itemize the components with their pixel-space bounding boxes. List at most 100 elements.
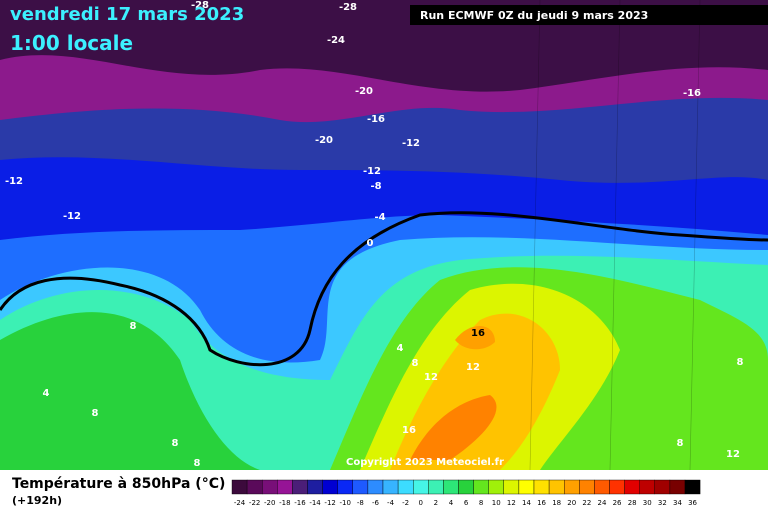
scale-swatch — [246, 479, 263, 495]
scale-label: -10 — [340, 499, 351, 507]
scale-swatch — [594, 479, 610, 495]
contour-label: 4 — [43, 388, 50, 399]
scale-swatch — [518, 479, 535, 495]
scale-label: 16 — [537, 499, 546, 507]
contour-label: 8 — [172, 438, 179, 449]
scale-swatch — [382, 479, 399, 495]
scale-swatch — [277, 479, 293, 495]
contour-label: 8 — [677, 438, 684, 449]
contour-label: -20 — [355, 86, 373, 97]
scale-label: 36 — [688, 499, 697, 507]
contour-label: 4 — [397, 343, 404, 354]
scale-label: 28 — [628, 499, 637, 507]
scale-label: -4 — [387, 499, 395, 507]
scale-swatch — [624, 479, 640, 495]
scale-label: 34 — [673, 499, 682, 507]
scale-label: 22 — [582, 499, 591, 507]
scale-swatch — [654, 479, 671, 495]
scale-swatch — [609, 479, 625, 495]
scale-label: -18 — [279, 499, 290, 507]
contour-labels: -28 -28 -24 -20 -16 -16 -20 -12 -12 -8 -… — [5, 0, 744, 469]
scale-swatch — [352, 479, 369, 495]
run-info: Run ECMWF 0Z du jeudi 9 mars 2023 — [420, 9, 648, 22]
contour-label: -8 — [370, 181, 381, 192]
scale-swatch — [307, 479, 323, 495]
scale-swatch — [262, 479, 278, 495]
scale-swatch — [367, 479, 384, 495]
scale-label: 32 — [658, 499, 667, 507]
forecast-time: 1:00 locale — [10, 31, 133, 55]
contour-label: -12 — [402, 138, 420, 149]
scale-label: 8 — [479, 499, 483, 507]
scale-label: -16 — [294, 499, 306, 507]
contour-label: -24 — [327, 35, 345, 46]
contour-label: 8 — [130, 321, 137, 332]
color-scale: -24 -22 -20 -18 -16 -14 -12 -10 -8 -6 -4 -2 0 2 4 6 8 10 1… — [231, 479, 701, 507]
contour-label: -16 — [683, 88, 701, 99]
scale-label: 30 — [643, 499, 652, 507]
scale-swatch — [337, 479, 354, 495]
contour-label: -16 — [367, 114, 385, 125]
legend-title: Température à 850hPa (°C) — [12, 476, 225, 492]
contour-label: -28 — [339, 2, 357, 13]
contour-label: 12 — [726, 449, 740, 460]
scale-label: -24 — [234, 499, 246, 507]
scale-label: 4 — [449, 499, 454, 507]
scale-swatch — [579, 479, 595, 495]
scale-label: -14 — [309, 499, 321, 507]
contour-label: -12 — [363, 166, 381, 177]
scale-swatch — [488, 479, 505, 495]
run-box — [410, 5, 768, 25]
scale-label: 18 — [552, 499, 561, 507]
scale-label: 14 — [522, 499, 531, 507]
scale-swatch — [639, 479, 656, 495]
scale-label: -20 — [264, 499, 275, 507]
contour-label: -28 — [191, 0, 209, 11]
scale-label: 20 — [567, 499, 576, 507]
contour-label: 16 — [471, 328, 485, 339]
scale-swatch — [473, 479, 489, 495]
contour-label: 12 — [466, 362, 480, 373]
scale-swatch — [443, 479, 459, 495]
scale-swatch — [564, 479, 580, 495]
scale-label: 12 — [507, 499, 516, 507]
contour-label: -20 — [315, 135, 333, 146]
contour-label: -12 — [63, 211, 81, 222]
scale-label: -12 — [324, 499, 335, 507]
scale-label: -2 — [402, 499, 409, 507]
scale-swatch — [397, 479, 414, 495]
contour-label: 12 — [424, 372, 438, 383]
scale-label: -6 — [372, 499, 380, 507]
contour-label: 8 — [194, 458, 201, 469]
contour-label: 0 — [367, 238, 374, 249]
scale-swatch — [533, 479, 550, 495]
scale-swatch — [413, 479, 429, 495]
scale-swatch — [669, 479, 686, 495]
copyright: Copyright 2023 Meteociel.fr — [346, 457, 504, 468]
scale-swatch — [548, 479, 565, 495]
contour-label: 8 — [412, 358, 419, 369]
scale-swatch — [292, 479, 308, 495]
scale-label: 0 — [419, 499, 423, 507]
scale-label: 10 — [492, 499, 501, 507]
scale-label: 24 — [597, 499, 606, 507]
contour-label: -4 — [374, 212, 385, 223]
scale-swatch — [503, 479, 520, 495]
scale-swatch — [231, 479, 248, 495]
contour-label: -12 — [5, 176, 23, 187]
scale-label: 6 — [464, 499, 469, 507]
scale-swatch — [428, 479, 444, 495]
forecast-date: vendredi 17 mars 2023 — [10, 4, 244, 25]
scale-swatch — [684, 479, 701, 495]
scale-label: -22 — [249, 499, 260, 507]
contour-label: 16 — [402, 425, 416, 436]
scale-label: -8 — [357, 499, 364, 507]
map — [0, 0, 768, 471]
contour-label: 8 — [92, 408, 99, 419]
scale-swatch — [458, 479, 474, 495]
legend-lead: (+192h) — [12, 494, 62, 507]
contour-label: 8 — [737, 357, 744, 368]
scale-label: 26 — [613, 499, 622, 507]
scale-label: 2 — [434, 499, 438, 507]
